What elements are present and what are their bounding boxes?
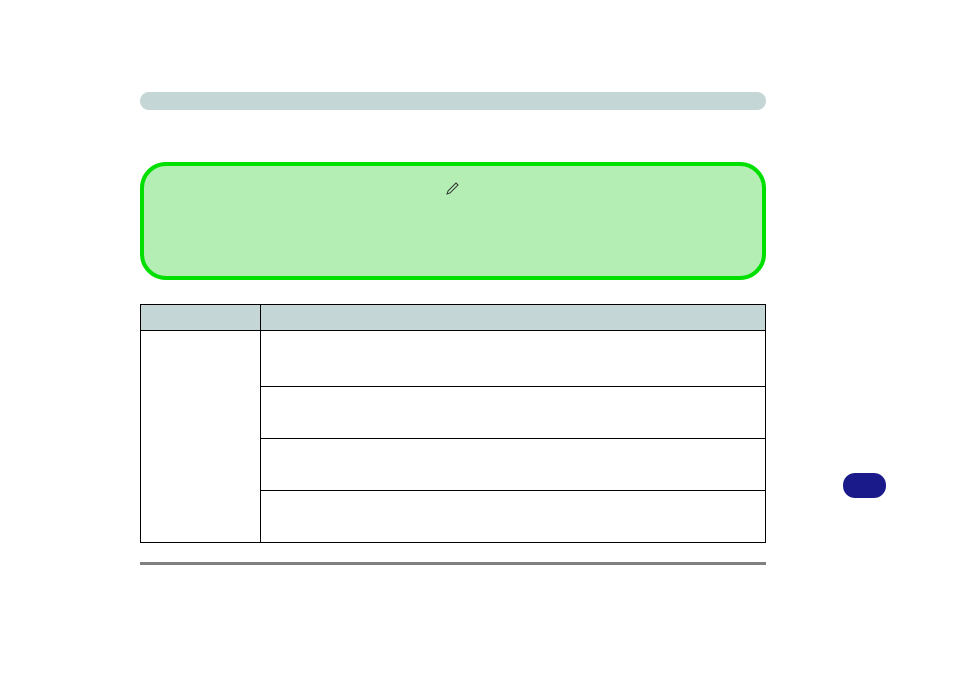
table-header-cell [141, 305, 261, 331]
table-cell [260, 491, 765, 543]
page-badge [843, 473, 886, 498]
table-header-row [141, 305, 766, 331]
note-callout [140, 162, 766, 280]
table-cell [260, 387, 765, 439]
table-cell [260, 439, 765, 491]
section-title-bar [140, 92, 766, 110]
table-row [141, 331, 766, 387]
table-cell [260, 331, 765, 387]
table-header-cell [260, 305, 765, 331]
table-cell [141, 331, 261, 543]
pencil-icon [445, 183, 461, 200]
data-table [140, 304, 766, 543]
footer-divider [140, 562, 766, 565]
